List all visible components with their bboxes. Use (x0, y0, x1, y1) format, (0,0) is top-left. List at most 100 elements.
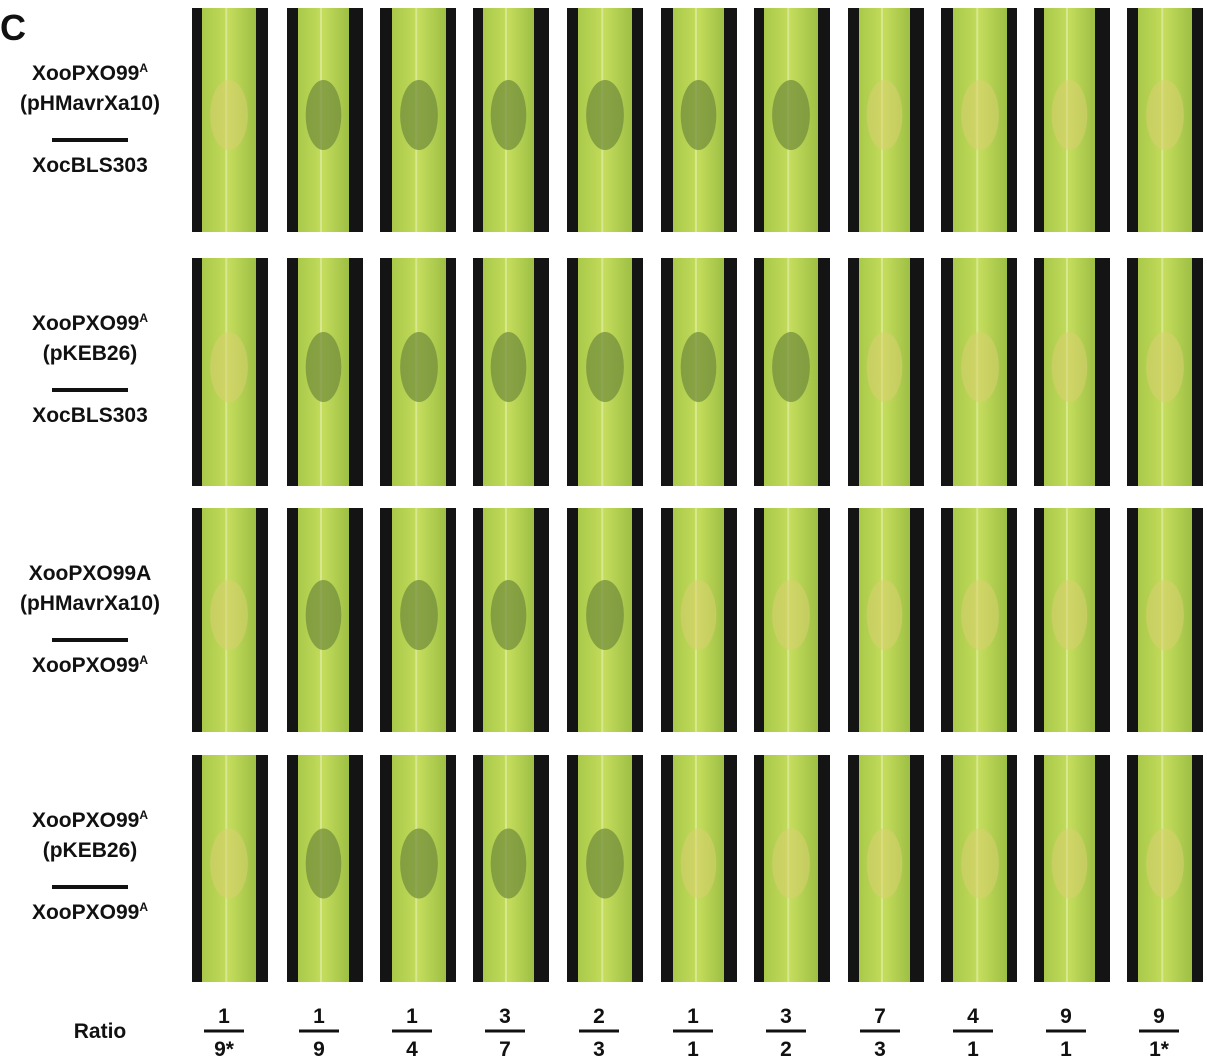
leaf-photo (848, 8, 924, 232)
leaf-photo (661, 508, 737, 732)
lesion (210, 332, 248, 402)
superscript: A (139, 900, 148, 914)
ratio-numerator: 7 (874, 1005, 886, 1028)
strain-name: XooPXO99 (32, 654, 139, 677)
lesion (772, 80, 810, 150)
lesion (1146, 829, 1184, 899)
leaf-photo (754, 755, 830, 982)
lesion (772, 332, 810, 402)
leaf-photo (941, 8, 1017, 232)
lesion (772, 580, 810, 650)
ratio-numerator: 1 (313, 1005, 325, 1028)
lesion (400, 829, 438, 899)
strain-label: XooPXO99A (32, 900, 148, 924)
leaf-photo (1034, 755, 1110, 982)
lesion (961, 829, 999, 899)
strain-name: XocBLS303 (32, 404, 148, 427)
strain-label: XooPXO99A (32, 808, 148, 832)
leaf-photo (380, 508, 456, 732)
ratio-numerator: 9 (1153, 1005, 1165, 1028)
leaf-photo (473, 508, 549, 732)
lesion (1052, 829, 1088, 899)
leaf-photo (380, 258, 456, 486)
leaf-photo (287, 258, 363, 486)
ratio-denominator: 1* (1149, 1038, 1170, 1061)
lesion (867, 580, 903, 650)
lesion (491, 829, 527, 899)
lesion (961, 332, 999, 402)
leaf-photo (192, 508, 268, 732)
plasmid-label: (pKEB26) (43, 342, 138, 365)
lesion (586, 580, 624, 650)
lesion (681, 332, 717, 402)
leaf-photo (1127, 755, 1203, 982)
lesion (681, 580, 717, 650)
leaf-photo (754, 258, 830, 486)
leaf-photo (848, 755, 924, 982)
lesion (586, 829, 624, 899)
strain-label: XooPXO99A (32, 311, 148, 335)
ratio-numerator: 1 (218, 1005, 230, 1028)
strain-name: XooPXO99 (32, 901, 139, 924)
leaf-photo (567, 755, 643, 982)
lesion (586, 80, 624, 150)
leaf-photo (1034, 8, 1110, 232)
leaf-photo (1127, 508, 1203, 732)
ratio-numerator: 1 (406, 1005, 418, 1028)
ratio-numerator: 3 (780, 1005, 792, 1028)
lesion (681, 80, 717, 150)
leaf-photo (473, 8, 549, 232)
leaf-photo (287, 755, 363, 982)
lesion (1052, 332, 1088, 402)
lesion (491, 80, 527, 150)
lesion (772, 829, 810, 899)
lesion (491, 332, 527, 402)
ratio-numerator: 1 (687, 1005, 699, 1028)
lesion (1146, 80, 1184, 150)
ratio-denominator: 2 (780, 1038, 792, 1061)
leaf-photo (754, 8, 830, 232)
lesion (210, 580, 248, 650)
leaf-photo (941, 755, 1017, 982)
lesion (961, 580, 999, 650)
superscript: A (139, 61, 148, 75)
strain-name: XooPXO99 (32, 809, 139, 832)
leaf-photo (941, 508, 1017, 732)
leaf-photo (473, 755, 549, 982)
leaf-photo (192, 258, 268, 486)
lesion (1052, 80, 1088, 150)
lesion (306, 332, 342, 402)
strain-name: XocBLS303 (32, 154, 148, 177)
leaf-photo (287, 8, 363, 232)
ratio-denominator: 3 (593, 1038, 605, 1061)
superscript: A (139, 808, 148, 822)
leaf-photo (1034, 258, 1110, 486)
lesion (400, 80, 438, 150)
ratio-denominator: 3 (874, 1038, 886, 1061)
strain-label: XooPXO99A (32, 61, 148, 85)
strain-label: XooPXO99A (29, 562, 152, 585)
leaf-photo (848, 258, 924, 486)
leaf-photo (1127, 258, 1203, 486)
lesion (867, 332, 903, 402)
lesion (681, 829, 717, 899)
ratio-denominator: 9* (214, 1038, 235, 1061)
ratio-denominator: 4 (406, 1038, 418, 1061)
panel-label: C (0, 7, 26, 48)
lesion (210, 80, 248, 150)
leaf-photo (380, 755, 456, 982)
lesion (1146, 580, 1184, 650)
leaf-photo (192, 755, 268, 982)
leaf-photo (1127, 8, 1203, 232)
figure: C XooPXO99A(pHMavrXa10)XocBLS303XooPXO99… (0, 0, 1207, 1062)
lesion (961, 80, 999, 150)
lesion (400, 580, 438, 650)
leaf-photo (192, 8, 268, 232)
ratio-denominator: 7 (499, 1038, 511, 1061)
lesion (586, 332, 624, 402)
leaf-photo (1034, 508, 1110, 732)
lesion (867, 80, 903, 150)
superscript: A (139, 311, 148, 325)
strain-label: XocBLS303 (32, 154, 148, 177)
plasmid-label: (pHMavrXa10) (20, 592, 160, 615)
